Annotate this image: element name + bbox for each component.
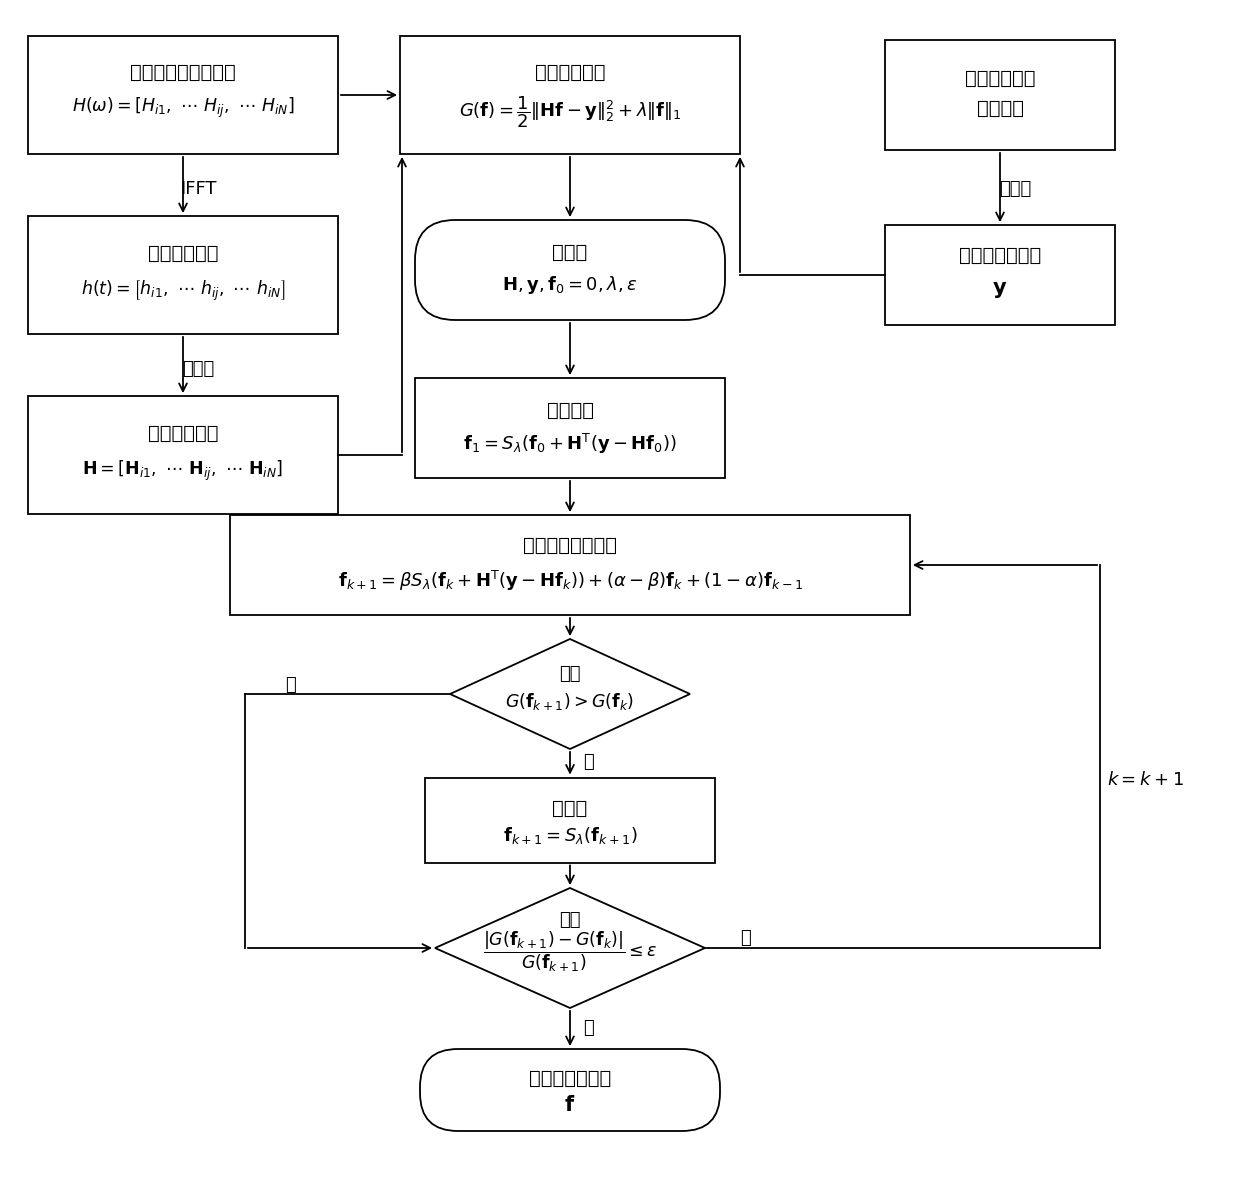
Text: 是: 是 <box>583 753 594 771</box>
Text: 否: 否 <box>740 929 750 947</box>
Text: IFFT: IFFT <box>180 181 216 198</box>
FancyBboxPatch shape <box>425 777 715 862</box>
Text: 构造目标函数: 构造目标函数 <box>534 63 605 82</box>
FancyBboxPatch shape <box>885 40 1115 150</box>
Text: 否: 否 <box>285 676 295 694</box>
Text: $\dfrac{|G(\mathbf{f}_{k+1}) - G(\mathbf{f}_k)|}{G(\mathbf{f}_{k+1})} \leq \vare: $\dfrac{|G(\mathbf{f}_{k+1}) - G(\mathbf… <box>482 930 657 974</box>
FancyBboxPatch shape <box>29 396 339 514</box>
Text: 测量的响应数据: 测量的响应数据 <box>959 246 1042 265</box>
Text: $k = k+1$: $k = k+1$ <box>1106 771 1183 789</box>
Text: 运行状态下的: 运行状态下的 <box>965 69 1035 88</box>
Text: $\mathbf{f}_1 = S_{\lambda}(\mathbf{f}_0 + \mathbf{H}^{\mathrm{T}}(\mathbf{y} - : $\mathbf{f}_1 = S_{\lambda}(\mathbf{f}_0… <box>463 432 677 456</box>
FancyBboxPatch shape <box>229 516 910 615</box>
FancyBboxPatch shape <box>29 36 339 154</box>
Text: 是否: 是否 <box>559 911 580 929</box>
Text: 输出：识别载荷: 输出：识别载荷 <box>529 1068 611 1087</box>
Text: $\mathbf{f}$: $\mathbf{f}$ <box>564 1095 575 1116</box>
Text: $\mathbf{y}$: $\mathbf{y}$ <box>992 280 1008 301</box>
Polygon shape <box>450 639 689 748</box>
FancyBboxPatch shape <box>415 378 725 478</box>
Text: 锤击法测量频响函数: 锤击法测量频响函数 <box>130 63 236 82</box>
FancyBboxPatch shape <box>401 36 740 154</box>
Polygon shape <box>435 887 706 1007</box>
Text: 传感器: 传感器 <box>999 181 1032 198</box>
Text: $h(t) = \left[h_{i1},\ \cdots\ h_{ij},\ \cdots\ h_{iN}\right]$: $h(t) = \left[h_{i1},\ \cdots\ h_{ij},\ … <box>81 279 285 303</box>
Text: $H(\omega) = \left[H_{i1},\ \cdots\ H_{ij},\ \cdots\ H_{iN}\right]$: $H(\omega) = \left[H_{i1},\ \cdots\ H_{i… <box>72 96 294 120</box>
FancyBboxPatch shape <box>885 225 1115 326</box>
Text: $\mathbf{H}, \mathbf{y}, \mathbf{f}_0 = 0, \lambda, \varepsilon$: $\mathbf{H}, \mathbf{y}, \mathbf{f}_0 = … <box>502 274 637 296</box>
Text: 机械系统: 机械系统 <box>977 99 1023 118</box>
Text: 单调化: 单调化 <box>552 798 588 817</box>
Text: 是: 是 <box>583 1019 594 1037</box>
Text: $\mathbf{f}_{k+1} = \beta S_{\lambda}(\mathbf{f}_k + \mathbf{H}^{\mathrm{T}}(\ma: $\mathbf{f}_{k+1} = \beta S_{\lambda}(\m… <box>337 569 802 593</box>
Text: 两步迭代阈值算法: 两步迭代阈值算法 <box>523 536 618 555</box>
FancyBboxPatch shape <box>420 1049 720 1131</box>
Text: 初始化：: 初始化： <box>547 400 594 419</box>
FancyBboxPatch shape <box>29 216 339 334</box>
Text: $G(\mathbf{f}) = \dfrac{1}{2}\|\mathbf{Hf} - \mathbf{y}\|_2^2 + \lambda\|\mathbf: $G(\mathbf{f}) = \dfrac{1}{2}\|\mathbf{H… <box>459 94 681 129</box>
FancyBboxPatch shape <box>415 220 725 320</box>
Text: 构造感知矩阵: 构造感知矩阵 <box>148 423 218 442</box>
Text: $\mathbf{f}_{k+1} = S_{\lambda}(\mathbf{f}_{k+1})$: $\mathbf{f}_{k+1} = S_{\lambda}(\mathbf{… <box>502 826 637 847</box>
Text: 脉冲响应函数: 脉冲响应函数 <box>148 244 218 263</box>
Text: 输入：: 输入： <box>552 242 588 261</box>
Text: 是否: 是否 <box>559 665 580 683</box>
Text: $\mathbf{H} = \left[\mathbf{H}_{i1},\ \cdots\ \mathbf{H}_{ij},\ \cdots\ \mathbf{: $\mathbf{H} = \left[\mathbf{H}_{i1},\ \c… <box>82 459 284 484</box>
Text: 离散化: 离散化 <box>182 360 215 378</box>
Text: $G(\mathbf{f}_{k+1}) > G(\mathbf{f}_k)$: $G(\mathbf{f}_{k+1}) > G(\mathbf{f}_k)$ <box>506 691 635 713</box>
